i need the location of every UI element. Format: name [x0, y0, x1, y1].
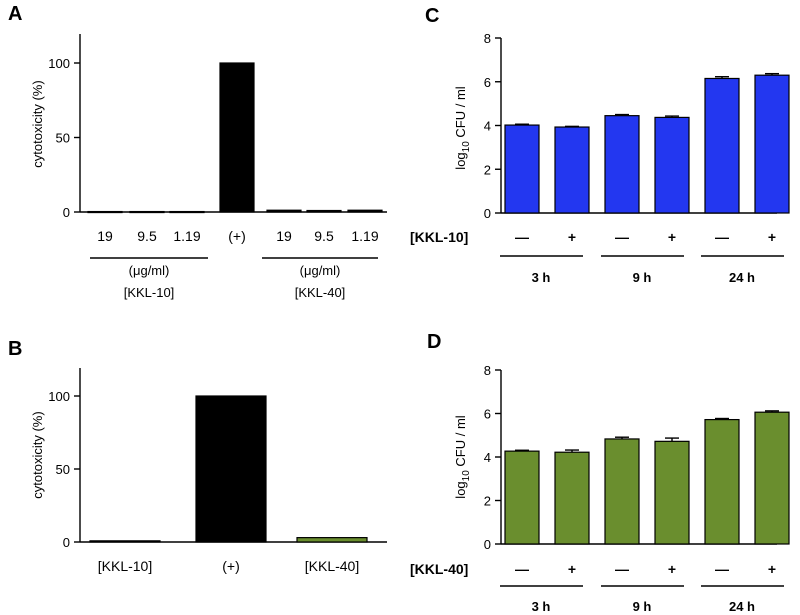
panel-c-category-3: +: [668, 229, 676, 245]
panel-letter-a: A: [8, 3, 22, 25]
panel-b-y-tick-label-2: 100: [48, 389, 70, 404]
panel-c-y-label-rest: CFU / ml: [453, 86, 468, 141]
panel-c-y-label-sub: 10: [461, 141, 472, 153]
panel-b-bar-2: [296, 537, 368, 543]
panel-d-bar-3: [654, 440, 690, 545]
panel-c-y-label: log10 CFU / ml: [453, 86, 472, 169]
panel-c-bar-3: [654, 116, 690, 214]
panel-c-y-tick-label-0: 0: [484, 206, 491, 221]
panel-a-bar-2: [169, 210, 205, 214]
panel-a-y-tick-label-1: 50: [56, 131, 70, 146]
panel-letter-b: B: [8, 338, 22, 360]
panel-c-y-label-main: log: [453, 152, 468, 169]
panel-c-bar-1: [554, 126, 590, 214]
panel-a: cytotoxicity (%) 0 50 100 19 9.5 1.19 (+) 19 9.…: [30, 34, 387, 300]
panel-d-category-2: —: [615, 561, 629, 577]
panel-c-category-4: —: [715, 229, 729, 245]
panel-a-bar-1: [129, 210, 165, 214]
panel-b-category-1: (+): [222, 558, 240, 574]
panel-a-category-3: (+): [228, 228, 246, 244]
panel-c-y-tick-label-3: 6: [484, 75, 491, 90]
panel-a-group2-unit: (μg/ml): [300, 263, 341, 278]
panel-c-category-2: —: [615, 229, 629, 245]
panel-d-y-tick-label-1: 2: [484, 494, 491, 509]
panel-a-y-tick-label-2: 100: [48, 56, 70, 71]
panel-d-bar-1: [554, 451, 590, 545]
panel-d-group3-label: 24 h: [729, 599, 755, 614]
panel-d-bar-4: [704, 418, 740, 545]
panel-d-y-label-rest: CFU / ml: [453, 415, 468, 470]
panel-d-y-label: log10 CFU / ml: [453, 415, 472, 498]
panel-a-y-label: cytotoxicity (%): [30, 80, 45, 167]
panel-b: cytotoxicity (%) 0 50 100 [KKL-10] (+) [KKL-…: [30, 368, 387, 574]
panel-a-group2-label: [KKL-40]: [295, 285, 346, 300]
panel-b-category-2: [KKL-40]: [305, 558, 359, 574]
panel-c-group2-label: 9 h: [633, 270, 652, 285]
panel-a-y-tick-label-0: 0: [63, 205, 70, 220]
panel-c-category-0: —: [515, 229, 529, 245]
panel-c-y-tick-label-1: 2: [484, 162, 491, 177]
panel-c-group3-label: 24 h: [729, 270, 755, 285]
panel-a-category-6: 1.19: [351, 228, 378, 244]
panel-c-bar-5: [754, 74, 790, 214]
panel-a-group1-unit: (μg/ml): [129, 263, 170, 278]
panel-d-category-3: +: [668, 561, 676, 577]
panel-a-bar-4: [266, 209, 302, 213]
panel-c-bar-4: [704, 77, 740, 214]
panel-d-category-5: +: [768, 561, 776, 577]
panel-b-bar-1: [195, 395, 267, 543]
panel-a-category-5: 9.5: [314, 228, 334, 244]
panel-c-group1-label: 3 h: [532, 270, 551, 285]
panel-c-category-1: +: [568, 229, 576, 245]
panel-a-bar-3: [219, 62, 255, 213]
panel-b-y-label: cytotoxicity (%): [30, 411, 45, 498]
panel-d-category-4: —: [715, 561, 729, 577]
panel-d-category-0: —: [515, 561, 529, 577]
panel-a-category-1: 9.5: [137, 228, 157, 244]
panel-b-y-tick-label-0: 0: [63, 535, 70, 550]
panel-a-bar-0: [87, 210, 123, 214]
panel-c-row-label: [KKL-10]: [410, 229, 468, 245]
panel-c-y-tick-label-4: 8: [484, 31, 491, 46]
panel-d-y-tick-label-4: 8: [484, 363, 491, 378]
panel-c-category-5: +: [768, 229, 776, 245]
panel-c-bar-2: [604, 115, 640, 214]
panel-d-bar-5: [754, 411, 790, 545]
panel-letter-d: D: [427, 331, 441, 353]
panel-a-category-0: 19: [97, 228, 113, 244]
panel-a-bar-6: [347, 209, 383, 213]
panel-d-group1-label: 3 h: [532, 599, 551, 614]
panel-d-bar-2: [604, 438, 640, 545]
panel-d-y-label-main: log: [453, 481, 468, 498]
panel-d-row-label: [KKL-40]: [410, 561, 468, 577]
panel-a-category-4: 19: [276, 228, 292, 244]
panel-d: log10 CFU / ml 0 2 4 6 8 [KKL-40] — + — + — + 3 h…: [410, 363, 790, 614]
panel-letter-c: C: [425, 5, 439, 27]
panel-d-y-tick-label-0: 0: [484, 537, 491, 552]
panel-c-bar-0: [504, 124, 540, 214]
panel-a-group1-label: [KKL-10]: [124, 285, 175, 300]
panel-d-y-tick-label-2: 4: [484, 450, 491, 465]
panel-c: log10 CFU / ml 0 2 4 6 8 [KKL-10] — + — + — + 3 h…: [410, 31, 790, 285]
panel-d-bar-0: [504, 450, 540, 545]
panel-d-category-1: +: [568, 561, 576, 577]
panel-d-group2-label: 9 h: [633, 599, 652, 614]
panel-b-category-0: [KKL-10]: [98, 558, 152, 574]
panel-b-bar-0: [89, 540, 161, 543]
panel-d-y-tick-label-3: 6: [484, 407, 491, 422]
panel-d-y-label-sub: 10: [461, 470, 472, 482]
panel-a-category-2: 1.19: [173, 228, 200, 244]
panel-a-bar-5: [306, 209, 342, 213]
panel-b-y-tick-label-1: 50: [56, 462, 70, 477]
panel-c-y-tick-label-2: 4: [484, 119, 491, 134]
